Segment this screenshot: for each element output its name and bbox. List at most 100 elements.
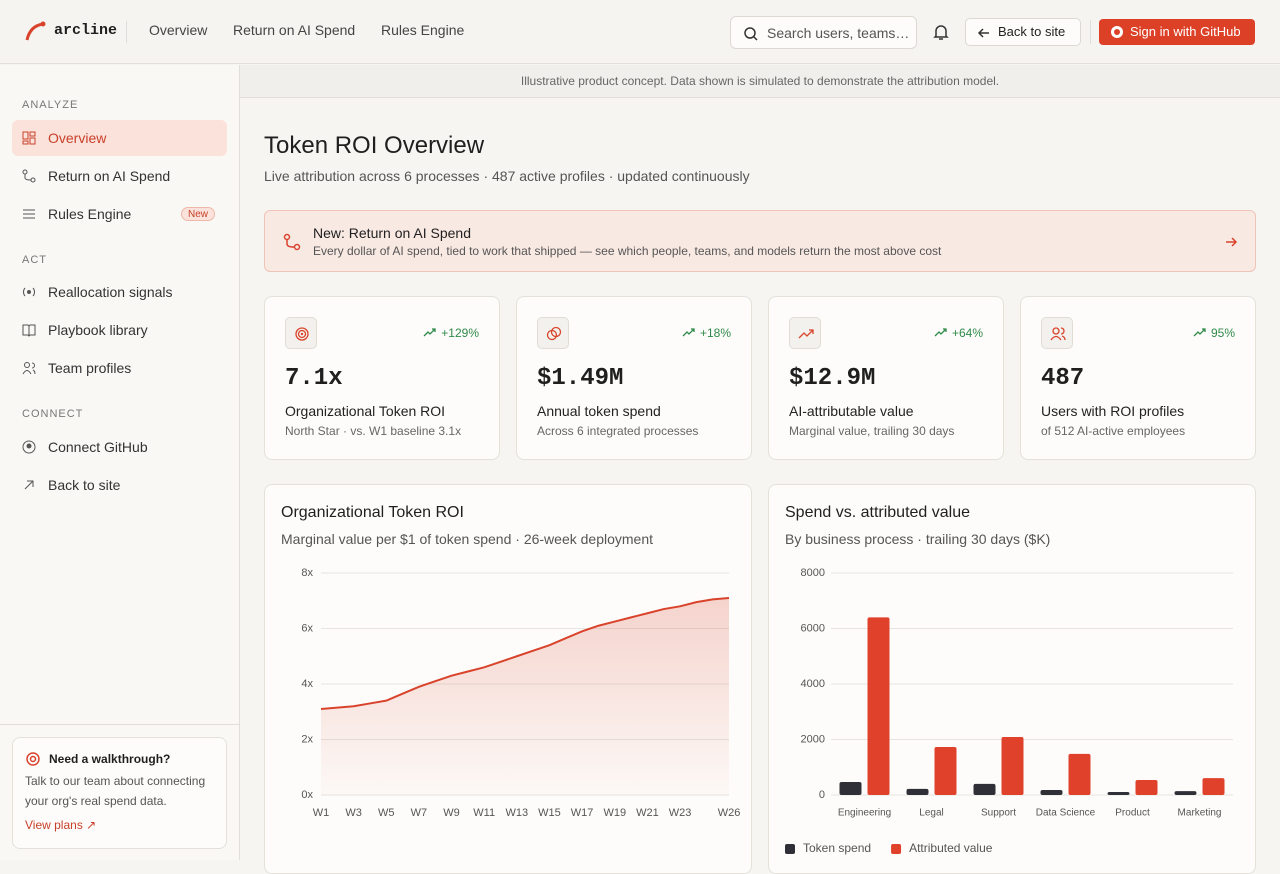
kpi-label: Users with ROI profiles <box>1041 403 1185 419</box>
badge: New <box>181 207 216 221</box>
nav-label: Reallocation signals <box>48 284 173 300</box>
chart: 0 2000 4000 6000 8000 Engineering Legal Support… <box>785 567 1233 855</box>
bar <box>1174 791 1197 795</box>
y-tick-label: 8x <box>301 567 313 579</box>
divider <box>126 21 127 43</box>
x-tick-label: Support <box>981 808 1016 819</box>
line <box>320 596 730 710</box>
divider <box>1090 20 1091 44</box>
icon <box>295 327 309 341</box>
search-placeholder: Search users, teams… <box>767 25 910 41</box>
announcement-title: New: Return on AI Spend <box>313 225 471 241</box>
kpi-delta-wrap: +64% <box>934 326 983 340</box>
x-tick-label: W13 <box>506 807 529 819</box>
kpi-value: 487 <box>1041 365 1085 392</box>
kpi-value: 7.1x <box>285 365 343 392</box>
kpi-sub: North Star · vs. W1 baseline 3.1x <box>285 424 462 438</box>
bell-icon[interactable] <box>932 23 950 41</box>
x-tick-label: W3 <box>345 807 362 819</box>
nav-item[interactable]: Connect GitHub <box>12 429 227 465</box>
icon <box>283 233 301 251</box>
trend-icon <box>934 328 947 337</box>
kpi-delta: 95% <box>1210 326 1235 340</box>
button-label: Back to site <box>998 24 1066 39</box>
section-title: ANALYZE <box>22 99 79 111</box>
trend-icon <box>682 328 695 337</box>
github-button[interactable]: Sign in with GitHub <box>1099 19 1255 45</box>
header: arcline Overview Return on AI Spend Rule… <box>0 0 1280 64</box>
nav-item[interactable]: Reallocation signals <box>12 274 227 310</box>
kpi-delta-wrap: 95% <box>1193 326 1235 340</box>
notice-banner: Illustrative product concept. Data shown… <box>240 65 1280 98</box>
help-link[interactable]: View plans ↗ <box>25 818 97 832</box>
nav-link[interactable]: Rules Engine <box>381 22 465 38</box>
x-tick-label: Data Science <box>1036 808 1096 819</box>
help-title: Need a walkthrough? <box>49 752 171 766</box>
y-tick-label: 2x <box>301 733 313 745</box>
icon <box>24 480 34 490</box>
x-tick-label: W1 <box>313 807 330 819</box>
icon <box>23 287 35 297</box>
nav-label: Team profiles <box>48 360 132 376</box>
kpi-label: Organizational Token ROI <box>285 403 446 419</box>
icon <box>22 324 36 337</box>
kpi-icon <box>285 317 317 349</box>
nav-item[interactable]: Overview <box>12 120 227 156</box>
kpi-card: +129% 7.1x Organizational Token ROI North S… <box>264 296 500 460</box>
chart-title: Spend vs. attributed value <box>785 504 971 521</box>
kpi-icon <box>1041 317 1073 349</box>
kpi-delta: +64% <box>951 326 983 340</box>
x-tick-label: W9 <box>443 807 460 819</box>
legend-swatch <box>891 844 902 854</box>
page-title: Token ROI Overview <box>264 132 485 159</box>
logo-icon <box>25 21 46 41</box>
nav-label: Return on AI Spend <box>48 168 171 184</box>
x-tick-label: Legal <box>919 808 943 819</box>
kpi-label: AI-attributable value <box>789 403 914 419</box>
x-tick-label: Engineering <box>838 808 891 819</box>
bar <box>867 617 890 795</box>
kpi-icon <box>789 317 821 349</box>
kpi-value: $1.49M <box>537 365 624 392</box>
icon <box>22 131 36 145</box>
bar <box>1001 737 1024 795</box>
nav-item[interactable]: Rules Engine New <box>12 196 227 232</box>
announcement-text: Every dollar of AI spend, tied to work t… <box>313 244 942 258</box>
logo: arcline <box>54 22 118 39</box>
x-tick-label: Product <box>1115 808 1150 819</box>
search[interactable]: Search users, teams… <box>730 16 917 49</box>
bar <box>1068 753 1091 795</box>
nav-link[interactable]: Return on AI Spend <box>233 22 356 38</box>
chart-subtitle: Marginal value per $1 of token spend · 2… <box>281 531 653 547</box>
help-icon <box>26 752 40 766</box>
kpi-sub: of 512 AI-active employees <box>1041 424 1186 438</box>
nav-item[interactable]: Back to site <box>12 467 227 503</box>
nav-link[interactable]: Overview <box>149 22 208 38</box>
arrow-icon <box>1226 237 1238 247</box>
icon <box>22 440 36 454</box>
kpi-sub: Across 6 integrated processes <box>537 424 699 438</box>
nav-item[interactable]: Return on AI Spend <box>12 158 227 194</box>
chart-title: Organizational Token ROI <box>281 504 464 521</box>
section-title: ACT <box>22 254 47 266</box>
section-title: CONNECT <box>22 408 84 420</box>
sidebar: ANALYZE Overview Return on AI Spend Rule… <box>0 65 240 860</box>
legend-label: Token spend <box>803 841 871 855</box>
back-button[interactable]: Back to site <box>965 18 1081 46</box>
legend-label: Attributed value <box>909 841 993 855</box>
trend-icon <box>423 328 436 337</box>
kpi-value: $12.9M <box>789 365 876 392</box>
announcement[interactable]: New: Return on AI Spend Every dollar of … <box>264 210 1256 272</box>
help-text: Talk to our team about connecting your o… <box>25 774 206 808</box>
kpi-card: 95% 487 Users with ROI profiles of 512 AI-a… <box>1020 296 1256 460</box>
trend-icon <box>1193 328 1206 337</box>
nav-item[interactable]: Team profiles <box>12 350 227 386</box>
y-tick-label: 8000 <box>801 567 825 579</box>
bar <box>1202 778 1225 795</box>
kpi-label: Annual token spend <box>537 403 661 419</box>
search-icon <box>744 27 758 41</box>
nav-label: Back to site <box>48 477 121 493</box>
nav-item[interactable]: Playbook library <box>12 312 227 348</box>
chart-card: Organizational Token ROI Marginal value … <box>264 484 752 874</box>
